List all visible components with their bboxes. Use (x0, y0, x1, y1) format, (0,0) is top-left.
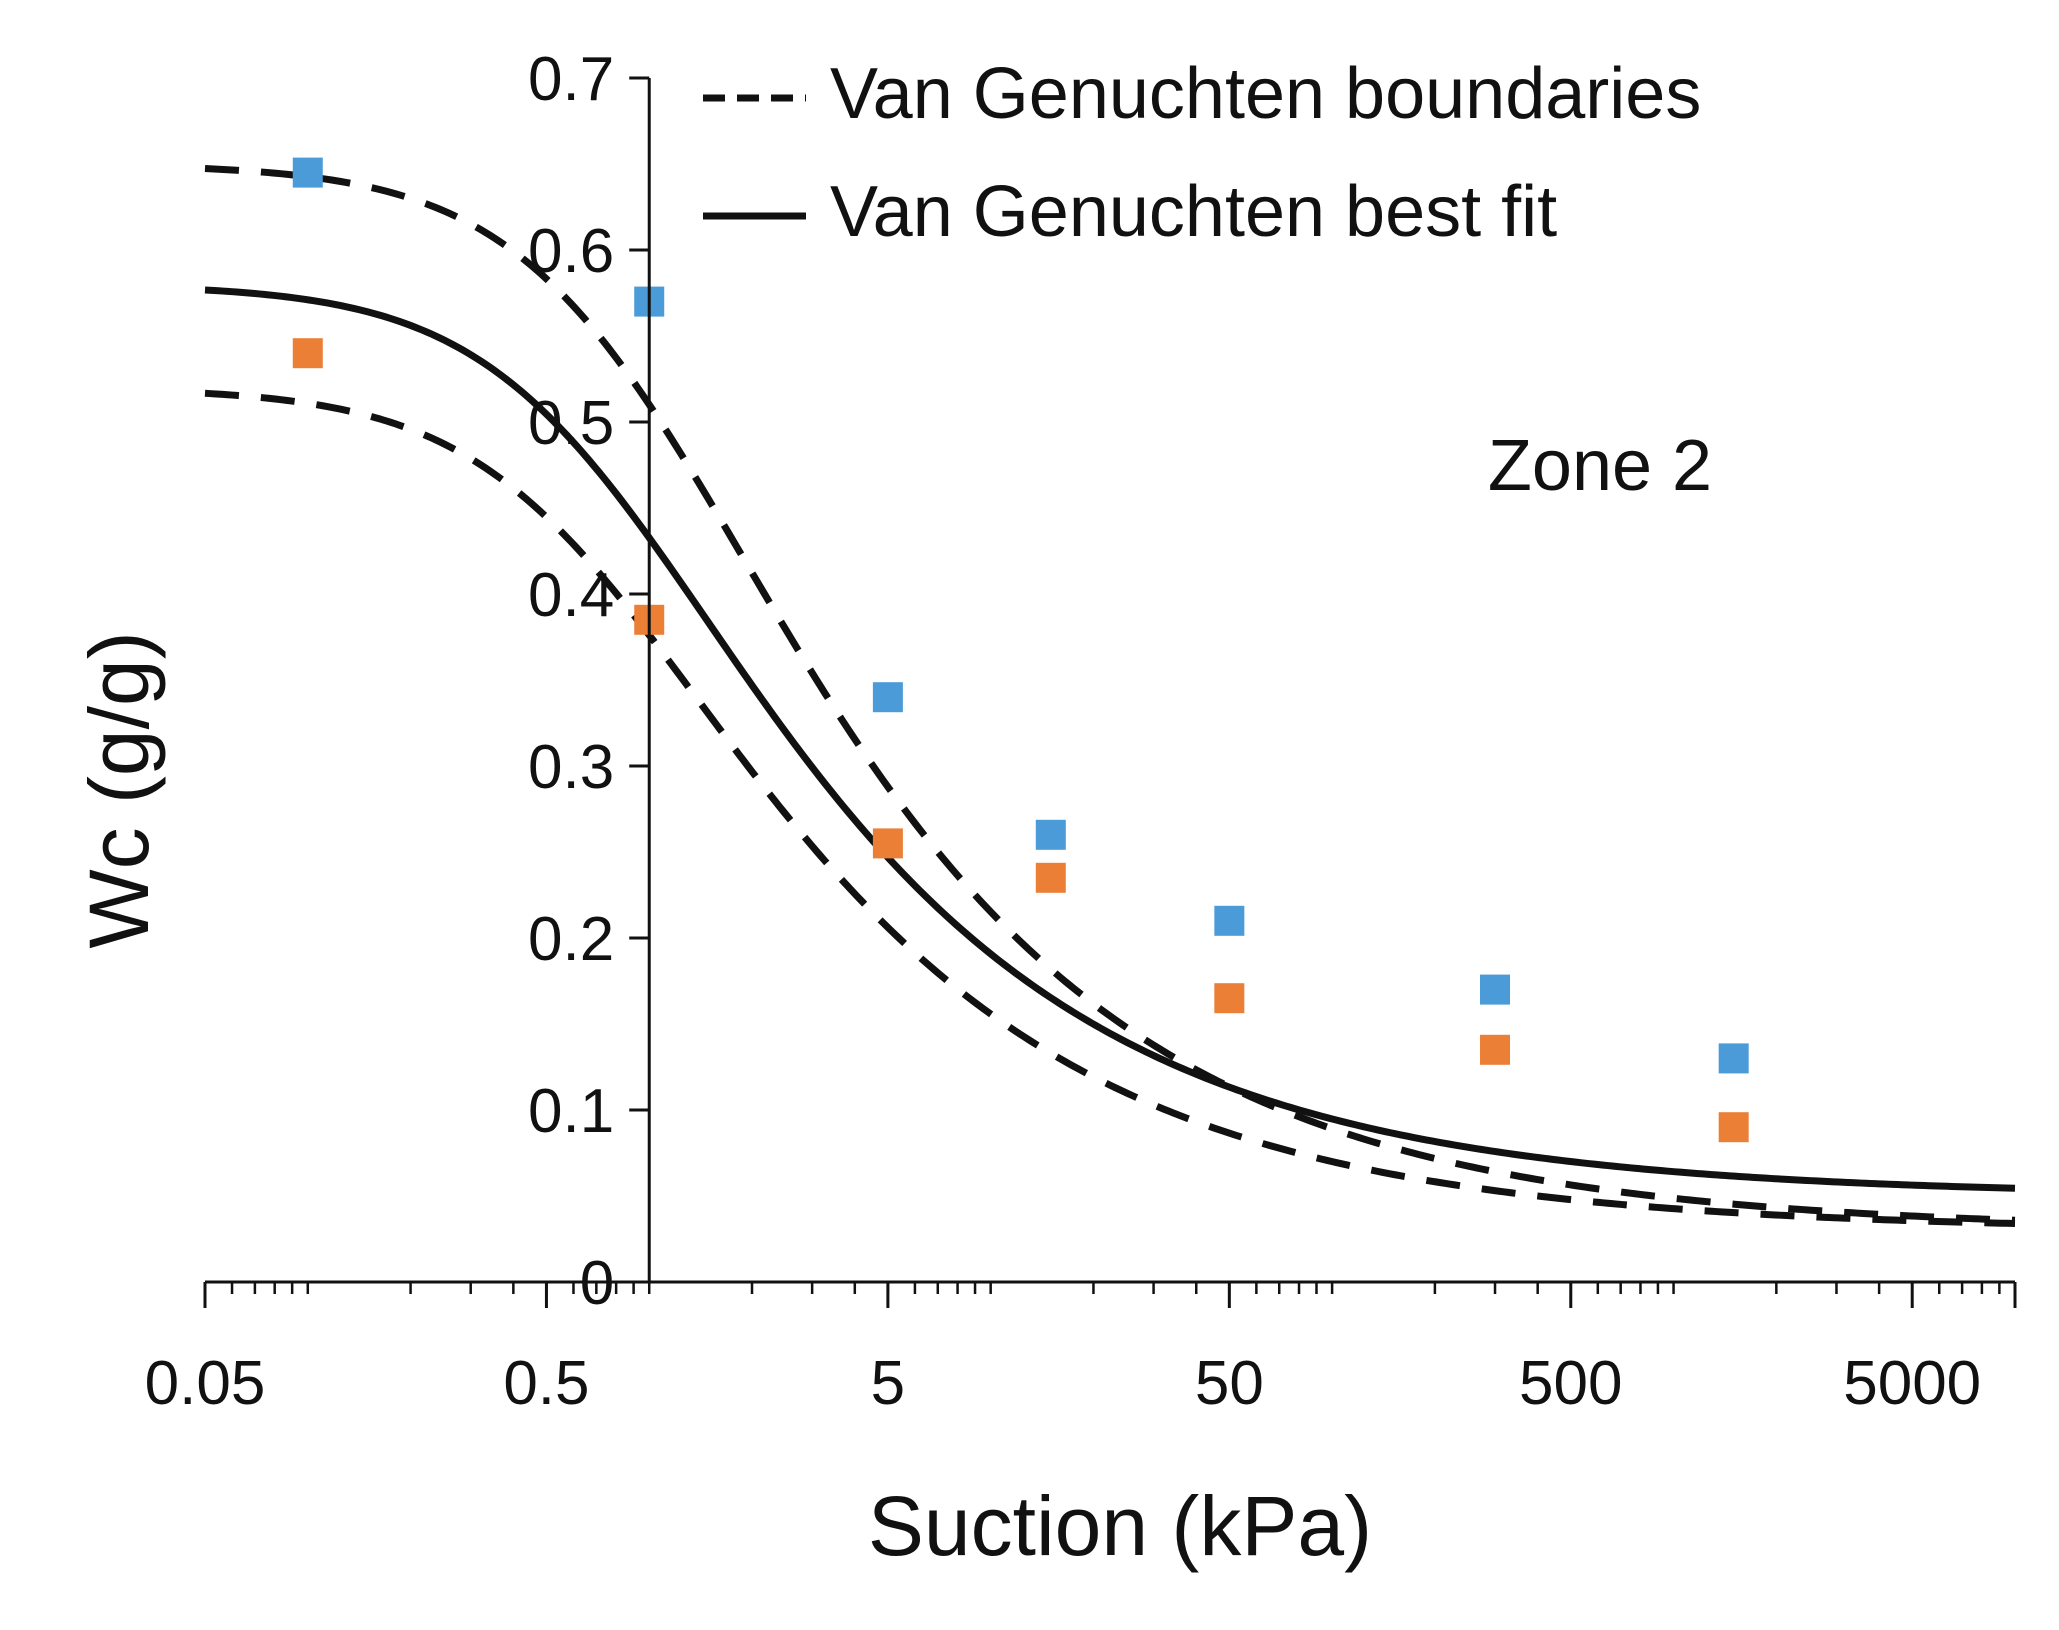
data-point-orange-4 (1214, 983, 1245, 1014)
data-point-blue-4 (1214, 905, 1245, 936)
data-point-blue-3 (1035, 819, 1066, 850)
data-point-blue-2 (872, 682, 903, 713)
data-point-orange-0 (292, 338, 323, 369)
legend-label-0: Van Genuchten boundaries (830, 54, 1701, 134)
y-tick-label: 0.1 (528, 1077, 614, 1146)
data-point-orange-6 (1718, 1112, 1749, 1143)
y-tick-label: 0.7 (528, 45, 614, 114)
y-tick-label: 0.6 (528, 217, 614, 286)
x-tick-label: 5000 (1843, 1349, 1981, 1418)
y-tick-label: 0.4 (528, 561, 614, 630)
x-tick-label: 50 (1195, 1349, 1264, 1418)
x-tick-label: 500 (1519, 1349, 1622, 1418)
y-axis-title: Wc (g/g) (72, 631, 166, 948)
data-point-blue-6 (1718, 1043, 1749, 1074)
y-tick-label: 0.3 (528, 733, 614, 802)
y-tick-label: 0.5 (528, 389, 614, 458)
legend-label-1: Van Genuchten best fit (830, 172, 1557, 252)
boundary-curve-0 (204, 165, 2016, 1224)
marker-layer (292, 157, 1749, 1143)
curve-layer (204, 165, 2016, 1228)
y-tick-label: 0 (580, 1249, 614, 1318)
axes-layer (203, 76, 2017, 1308)
label-layer: 0.05 0.5 5 50 500 5000 0 0.1 0.2 0.3 0.4 0.5 0.6 0.7 S… (72, 45, 1981, 1573)
x-tick-label: 0.05 (145, 1349, 266, 1418)
y-tick-label: 0.2 (528, 905, 614, 974)
data-point-orange-3 (1035, 862, 1066, 893)
best-fit-curve (204, 286, 2016, 1192)
x-tick-label: 0.5 (503, 1349, 589, 1418)
zone-annotation: Zone 2 (1488, 426, 1712, 506)
boundary-curve-1 (204, 389, 2016, 1228)
data-point-blue-5 (1480, 974, 1511, 1005)
data-point-orange-5 (1480, 1034, 1511, 1065)
legend: Van Genuchten boundaries Van Genuchten be… (703, 54, 1701, 252)
data-point-orange-2 (872, 828, 903, 859)
x-tick-label: 5 (871, 1349, 905, 1418)
x-axis-title: Suction (kPa) (868, 1479, 1372, 1573)
data-point-blue-0 (292, 157, 323, 188)
